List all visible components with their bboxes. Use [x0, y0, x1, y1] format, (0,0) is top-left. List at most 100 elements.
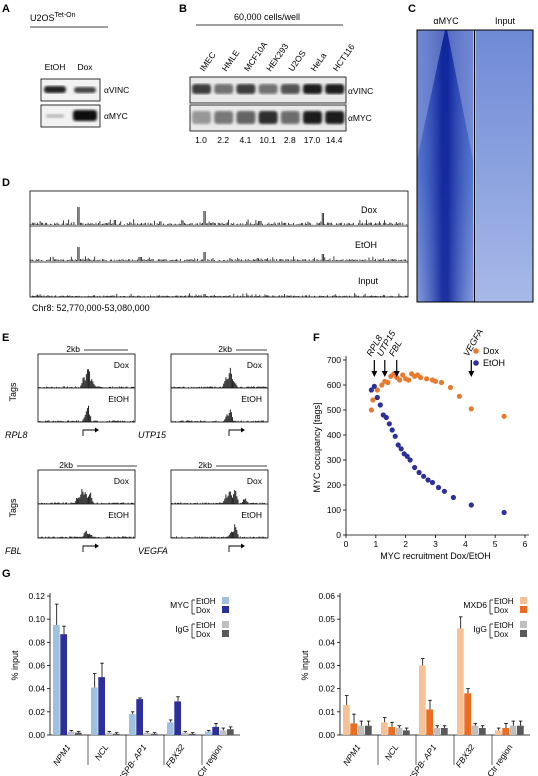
lane-label: EtOH: [45, 62, 66, 72]
y-tick-label: 0.00: [28, 730, 45, 740]
bar: [227, 729, 234, 735]
data-point: [398, 446, 404, 452]
category-label: HSPB- AP1: [405, 742, 439, 776]
condition-label: Dox: [247, 476, 263, 486]
data-point: [404, 453, 410, 459]
y-axis-label: Tags: [8, 382, 18, 402]
bar: [136, 699, 143, 735]
y-tick-label: 0.06: [318, 591, 335, 601]
legend-swatch: [222, 630, 229, 637]
y-axis-label: MYC occupancy [tags]: [312, 402, 322, 492]
panel-letter: E: [2, 332, 9, 344]
panel-letter: F: [313, 332, 320, 344]
tss-arrow: [82, 545, 95, 552]
quant-value: 4.1: [239, 135, 251, 145]
data-point: [374, 387, 380, 393]
condition-label: Dox: [114, 476, 130, 486]
blot-band: [73, 110, 97, 121]
gene-name: FBL: [5, 546, 22, 556]
bar: [75, 732, 82, 735]
condition-label: Dox: [114, 360, 130, 370]
legend-label: Dox: [494, 606, 508, 615]
coverage-track: [38, 369, 135, 388]
blot-band: [236, 111, 256, 124]
y-tick-label: 600: [327, 380, 341, 390]
y-tick-label: 0.02: [28, 707, 45, 717]
coverage-track: [30, 293, 408, 297]
bar: [350, 723, 357, 735]
blot-label: αMYC: [104, 111, 128, 121]
legend-label: Dox: [483, 346, 500, 356]
bar: [517, 725, 524, 735]
bar: [67, 731, 75, 735]
data-point: [435, 484, 442, 491]
category-label: NPM1: [51, 742, 73, 767]
blot-label: αVINC: [104, 85, 129, 95]
data-point: [406, 377, 412, 383]
blot-band: [44, 86, 66, 93]
scale-label: 2kb: [59, 460, 73, 470]
data-point: [424, 376, 430, 382]
panel-letter: C: [408, 3, 416, 15]
y-tick-label: 0: [336, 530, 341, 540]
x-tick-label: 1: [373, 539, 378, 549]
y-tick-label: 300: [327, 455, 341, 465]
blot-band: [325, 84, 345, 94]
condition-label: EtOH: [241, 394, 262, 404]
panel-letter: B: [179, 3, 187, 15]
condition-label: EtOH: [241, 510, 262, 520]
data-point: [386, 421, 392, 427]
bar: [53, 625, 60, 735]
bar: [395, 728, 403, 735]
blot-band: [280, 111, 300, 124]
bar: [98, 677, 105, 735]
gene-block: 2kb Dox EtOH RPL8 Tags: [5, 344, 136, 440]
bar: [357, 725, 365, 735]
heatmap-myc-fade-left: [417, 30, 445, 160]
y-tick-label: 0.08: [28, 637, 45, 647]
data-point: [397, 377, 403, 383]
scale-label: 2kb: [66, 344, 80, 354]
legend-marker: [473, 348, 479, 354]
blot-band: [303, 111, 322, 124]
track-label: EtOH: [355, 240, 377, 250]
gene-tracks: 2kb Dox EtOH RPL8 Tags 2kb Dox EtOH UTP15 2kb Dox E…: [5, 344, 269, 556]
legend-label: Dox: [196, 606, 210, 615]
y-tick-label: 0.01: [318, 707, 335, 717]
coverage-track: [171, 367, 268, 388]
coverage-track: [171, 490, 266, 504]
track-label: Dox: [361, 205, 378, 215]
blot-label: αVINC: [348, 86, 373, 96]
legend-label: Dox: [494, 630, 508, 639]
data-point: [389, 427, 395, 433]
data-point: [374, 394, 380, 401]
data-point: [377, 402, 383, 408]
bar: [60, 634, 67, 735]
tss-arrow-head: [241, 427, 245, 433]
condition-label: EtOH: [108, 394, 129, 404]
data-point: [468, 502, 474, 508]
legend-bracket: [191, 599, 195, 615]
data-point: [438, 379, 445, 386]
legend-group: MXD6: [463, 600, 487, 610]
y-tick-label: 0.03: [318, 661, 335, 671]
data-point: [407, 457, 413, 463]
category-label: HSPB- AP1: [115, 742, 149, 776]
legend-label: EtOH: [494, 621, 514, 630]
category-label: FBX32: [163, 742, 186, 769]
tss-arrow: [82, 429, 95, 436]
bar: [479, 728, 486, 735]
tracks: [30, 207, 408, 297]
gene-name: RPL8: [5, 430, 28, 440]
quant-value: 1.0: [195, 135, 207, 145]
lane-label: Dox: [77, 62, 93, 72]
gene-block: 2kb Dox EtOH VEGFA: [138, 460, 269, 556]
tss-arrow-head: [95, 543, 99, 549]
scale-label: 2kb: [198, 460, 212, 470]
lane-label: HMLE: [220, 48, 242, 73]
gene-name: VEGFA: [138, 546, 168, 556]
bar: [381, 722, 388, 735]
y-axis-label: % input: [300, 650, 310, 681]
data-point: [379, 382, 385, 388]
